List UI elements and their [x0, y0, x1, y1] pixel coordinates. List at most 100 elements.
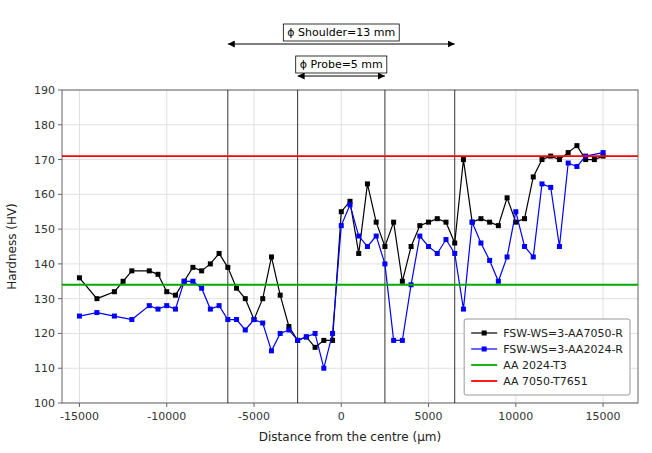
point	[478, 216, 483, 221]
tick-label-y: 150	[34, 223, 55, 236]
point	[505, 254, 510, 259]
point	[121, 279, 126, 284]
point	[574, 143, 579, 148]
point	[217, 303, 222, 308]
point	[173, 307, 178, 312]
point	[225, 265, 230, 270]
grid-line-y	[62, 298, 638, 299]
point	[382, 261, 387, 266]
point	[269, 254, 274, 259]
tick-y	[58, 263, 62, 264]
point	[365, 244, 370, 249]
point	[478, 241, 483, 246]
point	[321, 366, 326, 371]
point	[566, 161, 571, 166]
annotation-arrow	[298, 76, 385, 77]
point	[409, 244, 414, 249]
point	[601, 150, 606, 155]
point	[339, 223, 344, 228]
tick-label-y: 170	[34, 154, 55, 167]
reference-line	[62, 155, 638, 157]
tick-y	[58, 403, 62, 404]
tick-y	[58, 368, 62, 369]
grid-line-x	[341, 90, 342, 403]
point	[112, 289, 117, 294]
point	[391, 220, 396, 225]
point	[252, 317, 257, 322]
point	[400, 279, 405, 284]
point	[243, 296, 248, 301]
grid	[62, 90, 638, 403]
point	[470, 220, 475, 225]
point	[522, 216, 527, 221]
point	[348, 202, 353, 207]
point	[278, 331, 283, 336]
point	[417, 234, 422, 239]
tick-y	[58, 333, 62, 334]
tick-y	[58, 194, 62, 195]
point	[557, 157, 562, 162]
grid-line-x	[254, 90, 255, 403]
point	[426, 220, 431, 225]
tick-label-y: 140	[34, 258, 55, 271]
point	[313, 345, 318, 350]
legend-label: AA 7050-T7651	[503, 375, 588, 388]
point	[496, 223, 501, 228]
annotation-text: ϕ Probe=5 mm	[300, 58, 383, 71]
boundary-line	[297, 90, 298, 403]
legend-marker	[482, 331, 487, 336]
point	[382, 244, 387, 249]
point	[470, 220, 475, 225]
point	[452, 241, 457, 246]
series-line	[79, 146, 603, 348]
point	[156, 307, 161, 312]
point	[260, 321, 265, 326]
tick-y	[58, 229, 62, 230]
point	[77, 275, 82, 280]
point	[208, 307, 213, 312]
legend-marker	[482, 347, 487, 352]
grid-line-y	[62, 229, 638, 230]
boundary-line	[454, 90, 455, 403]
point	[164, 303, 169, 308]
chart: -15000-10000-500005000100001500010011012…	[0, 0, 652, 453]
tick-label-x: 10000	[498, 410, 533, 423]
point	[278, 293, 283, 298]
point	[190, 279, 195, 284]
grid-line-x	[166, 90, 167, 403]
point	[426, 244, 431, 249]
point	[540, 157, 545, 162]
point	[173, 293, 178, 298]
tick-label-y: 110	[34, 362, 55, 375]
tick-label-y: 100	[34, 397, 55, 410]
point	[400, 338, 405, 343]
point	[374, 220, 379, 225]
point	[164, 289, 169, 294]
point	[304, 334, 309, 339]
legend-handle	[471, 380, 497, 382]
legend-box	[464, 319, 630, 395]
tick-label-y: 130	[34, 293, 55, 306]
tick-x	[428, 403, 429, 407]
point	[444, 237, 449, 242]
tick-x	[254, 403, 255, 407]
annotation-arrow	[228, 44, 455, 45]
point	[444, 220, 449, 225]
data-area	[62, 90, 638, 403]
legend-label: FSW-WS=3-AA7050-R	[503, 327, 623, 340]
legend: FSW-WS=3-AA7050-RFSW-WS=3-AA2024-RAA 202…	[464, 319, 630, 395]
grid-line-y	[62, 263, 638, 264]
tick-label-x: 15000	[586, 410, 621, 423]
point	[182, 279, 187, 284]
tick-x	[166, 403, 167, 407]
point	[129, 317, 134, 322]
point	[592, 157, 597, 162]
point	[330, 331, 335, 336]
point	[574, 164, 579, 169]
point	[452, 251, 457, 256]
tick-label-y: 160	[34, 188, 55, 201]
point	[199, 286, 204, 291]
point	[156, 272, 161, 277]
tick-y	[58, 90, 62, 91]
point	[435, 251, 440, 256]
